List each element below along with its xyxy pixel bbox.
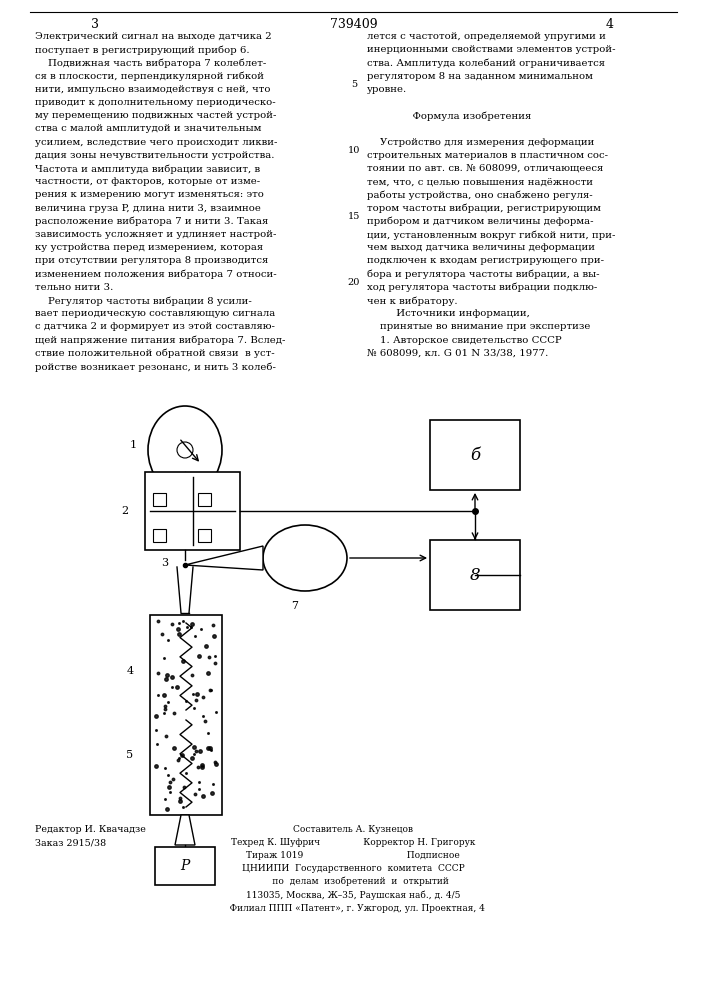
Text: прибором и датчиком величины деформа-: прибором и датчиком величины деформа- xyxy=(367,217,593,226)
Text: 4: 4 xyxy=(606,18,614,31)
Text: ку устройства перед измерением, которая: ку устройства перед измерением, которая xyxy=(35,243,263,252)
Bar xyxy=(145,472,240,550)
Text: нити, импульсно взаимодействуя с ней, что: нити, импульсно взаимодействуя с ней, чт… xyxy=(35,85,271,94)
Text: строительных материалов в пластичном сос-: строительных материалов в пластичном сос… xyxy=(367,151,608,160)
Polygon shape xyxy=(185,546,263,570)
Text: 1: 1 xyxy=(129,440,136,450)
Text: ства с малой амплитудой и значительным: ства с малой амплитудой и значительным xyxy=(35,124,262,133)
Text: ства. Амплитуда колебаний ограничивается: ства. Амплитуда колебаний ограничивается xyxy=(367,58,605,68)
Bar xyxy=(430,540,520,610)
Text: поступает в регистрирующий прибор 6.: поступает в регистрирующий прибор 6. xyxy=(35,45,250,55)
Text: рения к измерению могут изменяться: это: рения к измерению могут изменяться: это xyxy=(35,190,264,199)
Text: 10: 10 xyxy=(348,146,360,155)
Text: расположение вибратора 7 и нити 3. Такая: расположение вибратора 7 и нити 3. Такая xyxy=(35,217,268,226)
Text: P: P xyxy=(180,859,189,873)
Bar xyxy=(197,529,211,542)
Text: лется с частотой, определяемой упругими и: лется с частотой, определяемой упругими … xyxy=(367,32,606,41)
Text: ции, установленным вокруг гибкой нити, при-: ции, установленным вокруг гибкой нити, п… xyxy=(367,230,615,239)
Text: Источники информации,: Источники информации, xyxy=(367,309,530,318)
Text: Подвижная часть вибратора 7 колеблет-: Подвижная часть вибратора 7 колеблет- xyxy=(35,58,267,68)
Text: ход регулятора частоты вибрации подклю-: ход регулятора частоты вибрации подклю- xyxy=(367,283,597,292)
Text: дация зоны нечувствительности устройства.: дация зоны нечувствительности устройства… xyxy=(35,151,274,160)
Text: 739409: 739409 xyxy=(329,18,378,31)
Text: Частота и амплитуда вибрации зависит, в: Частота и амплитуда вибрации зависит, в xyxy=(35,164,260,174)
Text: Редактор И. Квачадзе
Заказ 2915/38: Редактор И. Квачадзе Заказ 2915/38 xyxy=(35,825,146,847)
Text: б: б xyxy=(470,446,480,464)
Text: приводит к дополнительному периодическо-: приводит к дополнительному периодическо- xyxy=(35,98,276,107)
Text: 5: 5 xyxy=(351,80,357,89)
Text: Регулятор частоты вибрации 8 усили-: Регулятор частоты вибрации 8 усили- xyxy=(35,296,252,306)
Text: изменением положения вибратора 7 относи-: изменением положения вибратора 7 относи- xyxy=(35,270,276,279)
Text: принятые во внимание при экспертизе: принятые во внимание при экспертизе xyxy=(367,322,590,331)
Text: му перемещению подвижных частей устрой-: му перемещению подвижных частей устрой- xyxy=(35,111,276,120)
Text: Составитель А. Кузнецов
Техред К. Шуфрич               Корректор Н. Григорук
Тир: Составитель А. Кузнецов Техред К. Шуфрич… xyxy=(221,825,485,913)
Text: Формула изобретения: Формула изобретения xyxy=(367,111,531,121)
Text: тельно нити 3.: тельно нити 3. xyxy=(35,283,113,292)
Text: бора и регулятора частоты вибрации, а вы-: бора и регулятора частоты вибрации, а вы… xyxy=(367,270,600,279)
Text: подключен к входам регистрирующего при-: подключен к входам регистрирующего при- xyxy=(367,256,604,265)
Text: чен к вибратору.: чен к вибратору. xyxy=(367,296,457,306)
Polygon shape xyxy=(175,815,195,845)
Text: вает периодическую составляющую сигнала: вает периодическую составляющую сигнала xyxy=(35,309,275,318)
Text: чем выход датчика величины деформации: чем выход датчика величины деформации xyxy=(367,243,595,252)
Text: тоянии по авт. св. № 608099, отличающееся: тоянии по авт. св. № 608099, отличающеес… xyxy=(367,164,603,173)
Text: при отсутствии регулятора 8 производится: при отсутствии регулятора 8 производится xyxy=(35,256,268,265)
Text: тем, что, с целью повышения надёжности: тем, что, с целью повышения надёжности xyxy=(367,177,593,186)
Text: тором частоты вибрации, регистрирующим: тором частоты вибрации, регистрирующим xyxy=(367,204,601,213)
Text: Устройство для измерения деформации: Устройство для измерения деформации xyxy=(367,138,595,147)
Text: 7: 7 xyxy=(291,601,298,611)
Bar xyxy=(150,615,222,815)
Bar xyxy=(155,847,215,885)
Text: ся в плоскости, перпендикулярной гибкой: ся в плоскости, перпендикулярной гибкой xyxy=(35,72,264,81)
Text: регулятором 8 на заданном минимальном: регулятором 8 на заданном минимальном xyxy=(367,72,593,81)
Text: Электрический сигнал на выходе датчика 2: Электрический сигнал на выходе датчика 2 xyxy=(35,32,271,41)
Text: усилием, вследствие чего происходит ликви-: усилием, вследствие чего происходит ликв… xyxy=(35,138,277,147)
Text: 2: 2 xyxy=(122,506,129,516)
Text: зависимость усложняет и удлиняет настрой-: зависимость усложняет и удлиняет настрой… xyxy=(35,230,276,239)
Text: 5: 5 xyxy=(127,750,134,760)
Text: 3: 3 xyxy=(161,558,168,568)
Text: работы устройства, оно снабжено регуля-: работы устройства, оно снабжено регуля- xyxy=(367,190,592,200)
Bar xyxy=(153,529,166,542)
Text: с датчика 2 и формирует из этой составляю-: с датчика 2 и формирует из этой составля… xyxy=(35,322,275,331)
Text: 1. Авторское свидетельство СССР: 1. Авторское свидетельство СССР xyxy=(367,336,561,345)
Text: щей напряжение питания вибратора 7. Вслед-: щей напряжение питания вибратора 7. Всле… xyxy=(35,336,286,345)
Text: 4: 4 xyxy=(127,666,134,676)
Text: частности, от факторов, которые от изме-: частности, от факторов, которые от изме- xyxy=(35,177,260,186)
Text: инерционными свойствами элементов устрой-: инерционными свойствами элементов устрой… xyxy=(367,45,616,54)
Text: 20: 20 xyxy=(348,278,360,287)
Text: ствие положительной обратной связи  в уст-: ствие положительной обратной связи в уст… xyxy=(35,349,274,358)
Bar xyxy=(153,493,166,506)
Bar xyxy=(197,493,211,506)
Text: величина груза P, длина нити 3, взаимное: величина груза P, длина нити 3, взаимное xyxy=(35,204,261,213)
Text: 3: 3 xyxy=(91,18,99,31)
Bar xyxy=(430,420,520,490)
Text: ройстве возникает резонанс, и нить 3 колеб-: ройстве возникает резонанс, и нить 3 кол… xyxy=(35,362,276,371)
Text: № 608099, кл. G 01 N 33/38, 1977.: № 608099, кл. G 01 N 33/38, 1977. xyxy=(367,349,549,358)
Text: уровне.: уровне. xyxy=(367,85,407,94)
Text: 15: 15 xyxy=(348,212,360,221)
Text: 8: 8 xyxy=(469,566,480,584)
